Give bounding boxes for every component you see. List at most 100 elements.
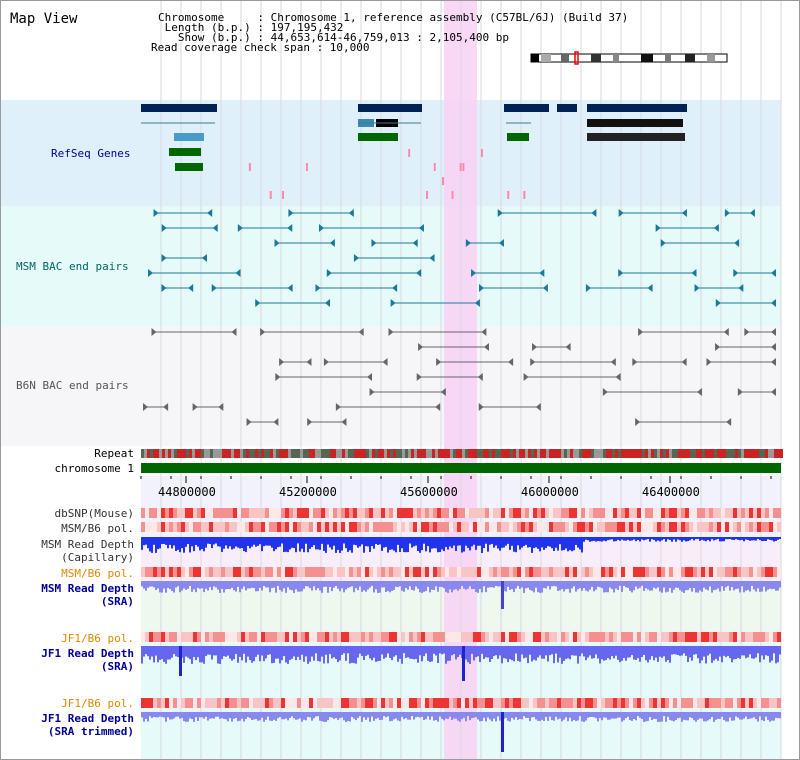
depth-bar xyxy=(147,712,149,722)
heat-cell xyxy=(521,567,525,577)
repeat-segment xyxy=(741,449,744,458)
repeat-segment xyxy=(735,449,738,458)
depth-bar xyxy=(449,537,451,547)
depth-bar xyxy=(481,712,483,722)
depth-bar xyxy=(319,646,321,662)
depth-bar xyxy=(337,537,339,550)
heat-cell xyxy=(477,508,481,518)
depth-bar xyxy=(469,581,471,587)
heat-cell xyxy=(469,508,473,518)
track-label-repeat[interactable]: Repeat xyxy=(94,447,134,460)
heat-cell xyxy=(253,698,257,708)
depth-bar xyxy=(555,646,557,654)
refseq-gene xyxy=(504,104,549,112)
repeat-segment xyxy=(438,449,441,458)
depth-bar xyxy=(629,537,631,541)
track-label-jf1-depth-trim[interactable]: JF1 Read Depth xyxy=(41,712,134,725)
heat-cell xyxy=(489,522,493,532)
depth-bar xyxy=(673,581,675,590)
heat-cell xyxy=(393,508,397,518)
heat-cell xyxy=(633,632,637,642)
depth-bar xyxy=(393,712,395,720)
heat-cell xyxy=(285,698,289,708)
depth-bar xyxy=(629,581,631,591)
heat-cell xyxy=(389,567,393,577)
heat-cell xyxy=(329,522,333,532)
depth-bar xyxy=(599,581,601,588)
heat-cell xyxy=(145,522,149,532)
depth-bar xyxy=(447,646,449,661)
heat-cell xyxy=(233,632,237,642)
depth-bar xyxy=(293,581,295,593)
heat-cell xyxy=(417,698,421,708)
heat-cell xyxy=(189,522,193,532)
depth-bar xyxy=(499,646,501,656)
track-label-jf1-b6-pol-trim[interactable]: JF1/B6 pol. xyxy=(61,697,134,710)
track-label-refseq[interactable]: RefSeq Genes xyxy=(51,147,131,160)
b6n-bac-pair-end xyxy=(358,328,364,336)
track-label-b6n-bac[interactable]: B6N BAC end pairs xyxy=(16,379,129,392)
track-label-msm-b6-pol[interactable]: MSM/B6 pol. xyxy=(61,522,134,535)
heat-cell xyxy=(713,567,717,577)
track-label-msm-bac[interactable]: MSM BAC end pairs xyxy=(16,260,129,273)
heat-cell xyxy=(465,698,469,708)
heat-cell xyxy=(457,567,461,577)
repeat-segment xyxy=(651,449,654,458)
track-label-jf1-b6-pol[interactable]: JF1/B6 pol. xyxy=(61,632,134,645)
repeat-segment xyxy=(630,449,633,458)
track-label-chromosome[interactable]: chromosome 1 xyxy=(54,462,134,475)
heat-cell xyxy=(701,698,705,708)
repeat-segment xyxy=(777,449,780,458)
depth-bar xyxy=(269,646,271,655)
depth-bar xyxy=(681,712,683,722)
depth-bar xyxy=(385,581,387,593)
depth-bar xyxy=(763,537,765,541)
heat-cell xyxy=(769,698,773,708)
heat-cell xyxy=(309,698,313,708)
msm-bac-pair-end xyxy=(390,299,396,307)
b6n-bac-pair-end xyxy=(142,403,148,411)
depth-bar xyxy=(577,537,579,548)
depth-bar xyxy=(749,712,751,719)
depth-bar xyxy=(169,712,171,720)
heat-cell xyxy=(729,508,733,518)
heat-cell xyxy=(729,632,733,642)
depth-bar xyxy=(151,537,153,553)
depth-bar xyxy=(229,712,231,719)
depth-bar xyxy=(493,646,495,657)
heat-cell xyxy=(313,522,317,532)
depth-bar xyxy=(373,581,375,593)
track-label-jf1-depth-sra[interactable]: JF1 Read Depth xyxy=(41,647,134,660)
heat-cell xyxy=(621,698,625,708)
depth-bar xyxy=(469,537,471,551)
msm-bac-pair-end xyxy=(497,209,503,217)
repeat-segment xyxy=(561,449,564,458)
refseq-marker xyxy=(282,191,285,199)
depth-bar xyxy=(301,537,303,549)
heat-cell xyxy=(693,698,697,708)
heat-cell xyxy=(697,522,701,532)
track-label-dbsnp[interactable]: dbSNP(Mouse) xyxy=(54,507,134,520)
depth-bar xyxy=(593,646,595,659)
heat-cell xyxy=(157,698,161,708)
heat-cell xyxy=(541,522,545,532)
track-label-msm-depth-sra[interactable]: MSM Read Depth xyxy=(41,582,134,595)
depth-bar xyxy=(245,712,247,720)
depth-bar xyxy=(441,712,443,719)
depth-bar xyxy=(179,581,181,593)
depth-bar xyxy=(593,537,595,541)
heat-cell xyxy=(265,508,269,518)
depth-bar xyxy=(403,537,405,553)
track-label-msm-b6-pol-sra[interactable]: MSM/B6 pol. xyxy=(61,567,134,580)
depth-bar xyxy=(295,712,297,720)
depth-bar xyxy=(151,581,153,587)
depth-bar xyxy=(395,537,397,553)
depth-bar xyxy=(739,537,741,541)
repeat-segment xyxy=(417,449,420,458)
depth-bar xyxy=(553,646,555,664)
depth-bar xyxy=(643,537,645,541)
heat-cell xyxy=(449,508,453,518)
depth-bar xyxy=(539,712,541,722)
track-label-msm-depth-cap[interactable]: MSM Read Depth xyxy=(41,538,134,551)
